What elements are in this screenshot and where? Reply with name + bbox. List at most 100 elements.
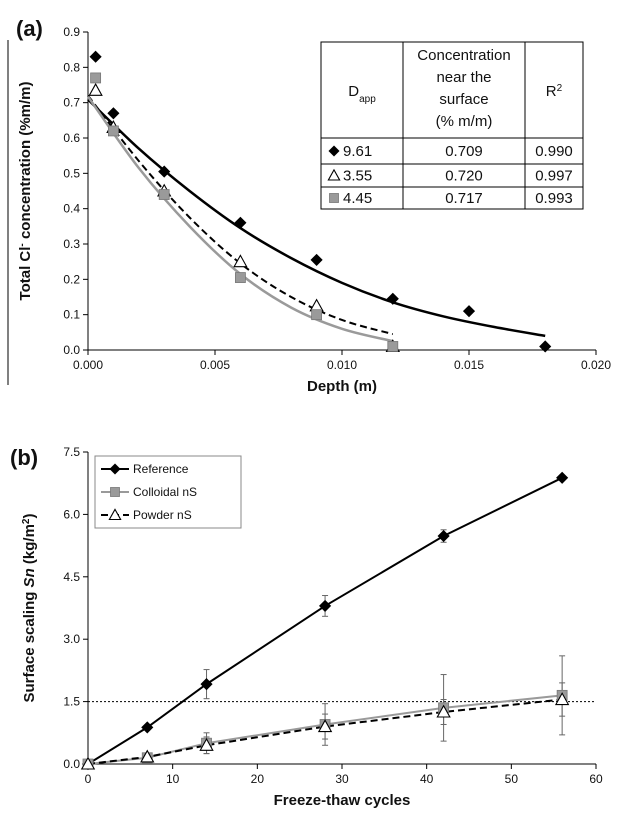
a-series-1-point — [310, 253, 323, 266]
b-series-1-point — [200, 678, 213, 691]
chart-b-points — [80, 471, 570, 771]
b-series-3-point — [554, 692, 570, 706]
table-row-marker — [328, 145, 340, 157]
chart-b-y-axis-title-italic: Sn — [21, 568, 38, 587]
a-x-tick-label: 0.010 — [327, 358, 357, 372]
a-y-tick-label: 0.1 — [63, 308, 80, 322]
table-cell-concentration: 0.717 — [445, 190, 483, 207]
a-series-1-point — [107, 107, 120, 120]
b-x-tick-label: 40 — [420, 772, 434, 786]
a-y-tick-label: 0.7 — [63, 96, 80, 110]
b-series-3-point — [317, 719, 333, 733]
table-header-concentration: Concentration — [417, 47, 510, 64]
a-y-tick-label: 0.4 — [63, 202, 80, 216]
b-series-3-point — [199, 737, 214, 751]
b-series-3-point — [80, 756, 96, 770]
a-series-3-point — [158, 189, 170, 200]
b-series-1-point — [141, 721, 154, 734]
a-series-1-point — [462, 305, 476, 318]
a-series-3-point — [387, 341, 399, 352]
a-series-1-point — [234, 216, 247, 229]
legend-swatch-marker — [110, 487, 120, 497]
chart-a-y-axis-title-sup: - — [17, 243, 28, 246]
b-y-tick-label: 4.5 — [63, 570, 80, 584]
legend-swatch-marker — [109, 463, 121, 475]
table-header-concentration: (% m/m) — [436, 113, 493, 130]
b-x-tick-label: 60 — [589, 772, 603, 786]
chart-a-table: Dapp Concentration near the surface (% m/m) R… — [320, 41, 584, 210]
chart-panel-b: (b) 0 10 20 30 40 50 60 0.0 1.5 3.0 4.5 6.0 7.5 Refe… — [10, 445, 603, 809]
chart-a-y-axis-title: Total Cl- concentration (%m/m) — [17, 82, 35, 301]
chart-b-y-axis-title: Surface scaling Sn (kg/m2) — [21, 514, 39, 703]
chart-a-points — [88, 50, 552, 353]
table-cell-r2: 0.997 — [535, 168, 573, 185]
chart-b-legend: Reference Colloidal nS Powder nS — [94, 455, 242, 529]
b-x-tick-label: 20 — [251, 772, 265, 786]
table-row-marker — [327, 168, 341, 181]
chart-b-x-axis-title: Freeze-thaw cycles — [274, 792, 411, 809]
table-header-r2-sup: 2 — [557, 83, 563, 94]
a-series-3-point — [234, 272, 246, 283]
chart-a-y-axis-title-pre: Total Cl — [17, 247, 34, 301]
legend-label: Colloidal nS — [133, 485, 197, 499]
chart-a-x-axis-title: Depth (m) — [307, 378, 377, 395]
a-x-tick-label: 0.005 — [200, 358, 230, 372]
legend-swatch-marker — [108, 508, 122, 521]
table-cell-concentration: 0.709 — [445, 143, 483, 160]
b-y-tick-label: 3.0 — [63, 632, 80, 646]
table-header-concentration: near the — [436, 69, 491, 86]
a-series-3-point — [108, 125, 119, 137]
chart-a-axes: 0.000 0.005 0.010 0.015 0.020 0.0 0.1 0.2 0.3 0.4… — [63, 25, 611, 372]
a-series-3-point — [90, 72, 102, 84]
b-y-tick-label: 0.0 — [63, 757, 80, 771]
a-y-tick-label: 0.9 — [63, 25, 80, 39]
a-y-tick-label: 0.2 — [63, 272, 80, 286]
b-y-tick-label: 7.5 — [63, 445, 80, 459]
table-cell-dapp: 9.61 — [343, 143, 372, 160]
table-header-dapp-main: D — [348, 83, 359, 100]
a-series-1-point — [89, 50, 102, 63]
table-cell-dapp: 4.45 — [343, 190, 372, 207]
b-series-3-point — [436, 704, 451, 718]
a-series-2-point — [309, 298, 324, 312]
a-y-tick-label: 0.5 — [63, 166, 80, 180]
table-header-r2: R2 — [546, 83, 563, 101]
a-series-2-point — [88, 82, 103, 96]
b-x-tick-label: 50 — [505, 772, 519, 786]
table-cell-r2: 0.990 — [535, 143, 573, 160]
legend-label: Powder nS — [133, 508, 192, 522]
a-series-3-point — [311, 309, 323, 321]
table-frame — [320, 41, 584, 210]
b-series-3-point — [140, 749, 155, 763]
chart-a-fit-lines — [86, 94, 546, 343]
table-cell-concentration: 0.720 — [445, 168, 483, 185]
chart-b-y-axis-title-pre: Surface scaling — [21, 587, 38, 702]
b-series-1-point — [319, 599, 332, 612]
a-x-tick-label: 0.020 — [581, 358, 611, 372]
a-series-1-point — [158, 165, 171, 178]
a-y-tick-label: 0.0 — [63, 343, 80, 357]
a-series-2-point — [233, 254, 248, 268]
table-cell-dapp: 3.55 — [343, 168, 372, 185]
b-series-3-line — [87, 698, 563, 765]
chart-b-y-axis-title-post: (kg/m — [21, 524, 38, 568]
a-series-2-line — [87, 94, 394, 336]
a-series-1-point — [386, 292, 399, 305]
panel-a-label: (a) — [16, 16, 43, 41]
b-series-1-point — [437, 529, 450, 543]
a-y-tick-label: 0.3 — [63, 237, 80, 251]
b-x-tick-label: 30 — [335, 772, 349, 786]
panel-b-label: (b) — [10, 445, 38, 470]
table-header-r2-main: R — [546, 83, 557, 100]
table-row-marker — [329, 193, 339, 203]
b-y-tick-label: 6.0 — [63, 507, 80, 521]
chart-a-y-axis-title-post: concentration (%m/m) — [17, 82, 34, 244]
b-series-1-line — [87, 476, 563, 765]
a-x-tick-label: 0.015 — [454, 358, 484, 372]
table-header-dapp-sub: app — [359, 94, 376, 105]
a-x-tick-label: 0.000 — [73, 358, 103, 372]
b-x-tick-label: 10 — [166, 772, 180, 786]
b-series-1-point — [556, 471, 569, 484]
a-y-tick-label: 0.6 — [63, 131, 80, 145]
